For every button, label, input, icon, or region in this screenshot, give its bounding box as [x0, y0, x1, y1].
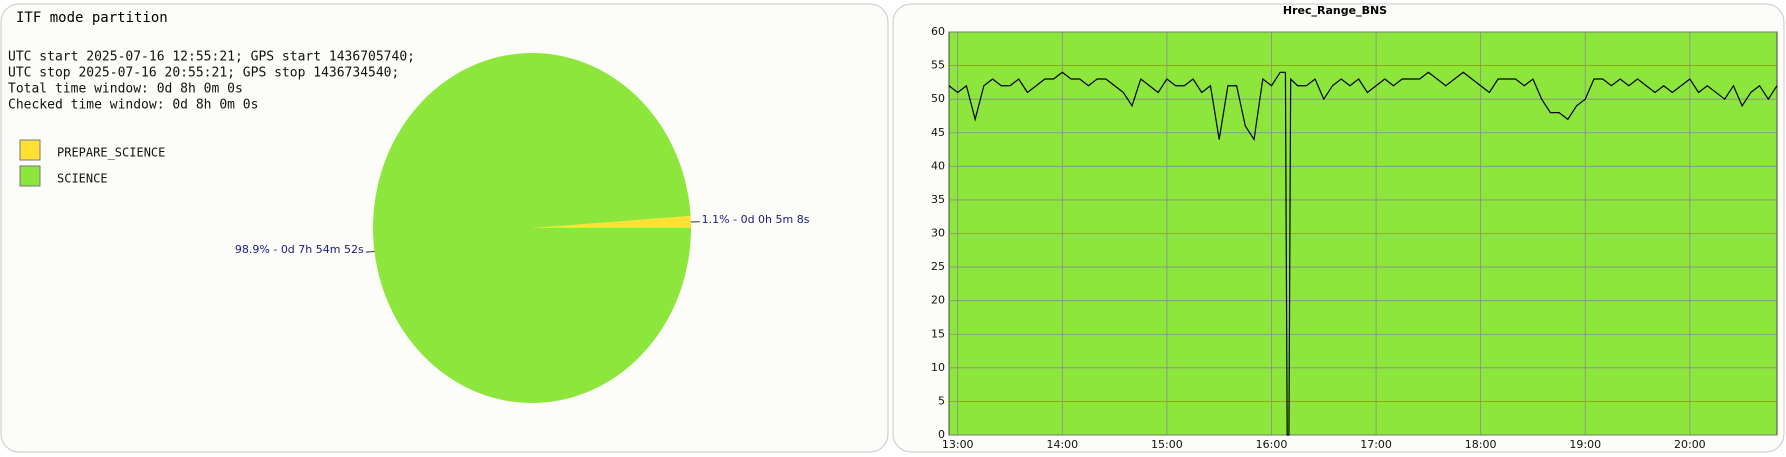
y-tick-label: 10 — [931, 361, 945, 374]
x-tick-label: 19:00 — [1569, 438, 1601, 451]
line-title: Hrec_Range_BNS — [1283, 4, 1387, 17]
legend-swatch — [19, 139, 41, 161]
pie-title: ITF mode partition — [16, 10, 168, 26]
y-tick-label: 25 — [931, 260, 945, 273]
y-tick-label: 40 — [931, 159, 945, 172]
y-tick-label: 55 — [931, 59, 945, 72]
x-tick-label: 17:00 — [1360, 438, 1392, 451]
info-line: Checked time window: 0d 8h 0m 0s — [8, 98, 258, 113]
series-line — [948, 71, 1778, 436]
y-tick-label: 0 — [938, 428, 945, 441]
legend-label: SCIENCE — [57, 172, 108, 186]
y-tick-label: 15 — [931, 327, 945, 340]
label-tick — [365, 250, 375, 253]
x-tick-label: 14:00 — [1046, 438, 1078, 451]
x-tick-label: 15:00 — [1151, 438, 1183, 451]
x-tick-label: 20:00 — [1674, 438, 1706, 451]
pie-slice — [373, 53, 691, 404]
info-line: UTC stop 2025-07-16 20:55:21; GPS stop 1… — [8, 66, 399, 81]
y-tick-label: 45 — [931, 126, 945, 139]
y-tick-label: 5 — [938, 394, 945, 407]
info-line: UTC start 2025-07-16 12:55:21; GPS start… — [8, 50, 415, 65]
x-tick-label: 13:00 — [942, 438, 974, 451]
y-tick-label: 20 — [931, 294, 945, 307]
legend-swatch — [19, 165, 41, 187]
info-line: Total time window: 0d 8h 0m 0s — [8, 82, 243, 97]
pie-label: 1.1% - 0d 0h 5m 8s — [702, 213, 810, 226]
y-tick-label: 50 — [931, 92, 945, 105]
pie-slice — [532, 215, 691, 228]
pie-label: 98.9% - 0d 7h 54m 52s — [235, 243, 364, 256]
y-tick-label: 30 — [931, 227, 945, 240]
y-tick-label: 60 — [931, 25, 945, 38]
y-tick-label: 35 — [931, 193, 945, 206]
x-tick-label: 18:00 — [1465, 438, 1497, 451]
legend-label: PREPARE_SCIENCE — [57, 146, 165, 160]
x-tick-label: 16:00 — [1256, 438, 1288, 451]
